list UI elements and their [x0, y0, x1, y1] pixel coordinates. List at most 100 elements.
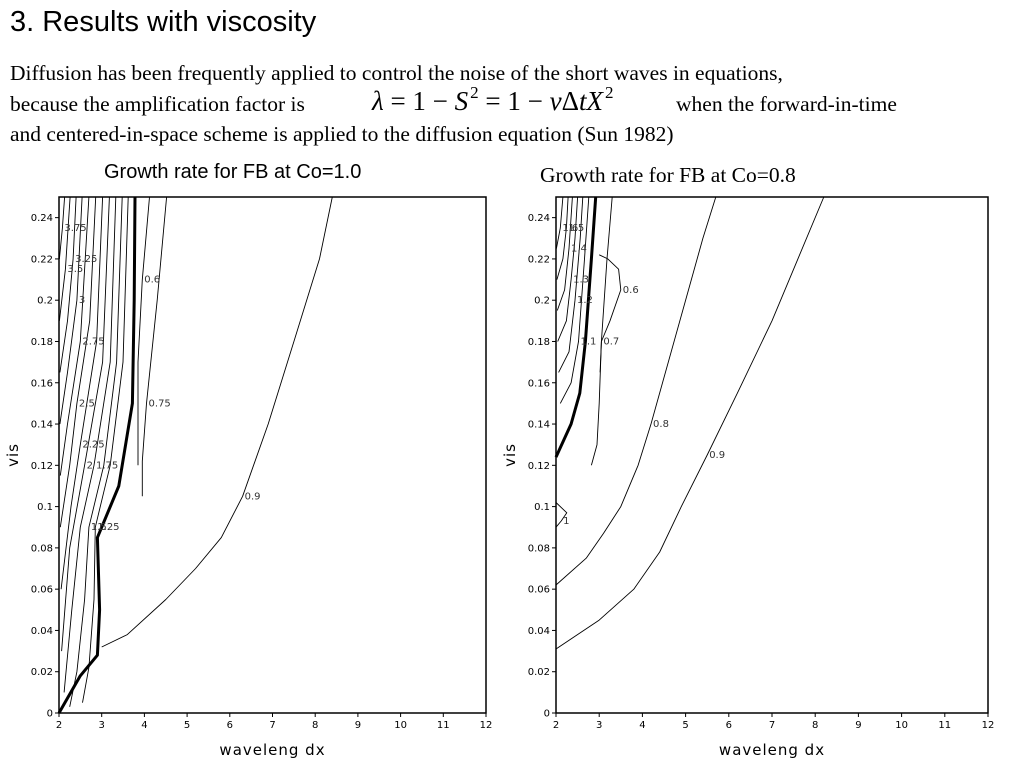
y-tick-label: 0.14 — [31, 420, 53, 431]
paragraph-line-2-post: when the forward-in-time — [676, 92, 897, 116]
y-tick-label: 0.16 — [528, 378, 550, 389]
contour-line-3.5 — [58, 196, 71, 321]
contour-line-3.25 — [59, 196, 77, 373]
contour-label: 1.75 — [96, 460, 118, 471]
x-tick-label: 2 — [553, 720, 559, 731]
y-tick-label: 0.04 — [31, 626, 53, 637]
x-axis-label: waveleng dx — [719, 741, 825, 759]
x-tick-label: 2 — [56, 720, 62, 731]
contour-line-1.75 — [63, 196, 117, 693]
y-tick-label: 0.08 — [528, 543, 550, 554]
y-tick-label: 0.22 — [31, 254, 53, 265]
contour-line-2.75 — [59, 196, 90, 476]
x-tick-label: 10 — [394, 720, 407, 731]
contour-line-0.9 — [101, 196, 333, 648]
contour-label: 2.75 — [82, 336, 104, 347]
y-tick-label: 0.24 — [528, 213, 550, 224]
contour-line-1.5 — [556, 196, 569, 280]
y-tick-label: 0.06 — [528, 585, 550, 596]
contour-label: 3.75 — [64, 223, 86, 234]
y-tick-label: 0.16 — [31, 378, 53, 389]
x-tick-label: 9 — [855, 720, 861, 731]
contour-line-0.75 — [141, 196, 168, 497]
contour-line-0.9 — [555, 196, 825, 650]
y-axis-label: vis — [501, 443, 519, 467]
contour-label: 0.6 — [144, 275, 160, 286]
y-axis-label: vis — [4, 443, 22, 467]
x-tick-label: 12 — [982, 720, 995, 731]
x-tick-label: 7 — [269, 720, 275, 731]
formula-delta: Δ — [561, 86, 579, 116]
contour-label: 1.6 — [562, 223, 578, 234]
x-tick-label: 3 — [596, 720, 602, 731]
y-tick-label: 0.14 — [528, 420, 550, 431]
contour-line-1.25 — [82, 196, 129, 703]
contour-line-1.2 — [558, 196, 584, 373]
x-tick-label: 5 — [682, 720, 688, 731]
y-tick-label: 0.2 — [534, 296, 550, 307]
y-tick-label: 0.1 — [37, 502, 53, 513]
x-tick-label: 4 — [141, 720, 147, 731]
contour-line-0.6 — [599, 254, 622, 373]
x-tick-label: 6 — [726, 720, 732, 731]
contour-label: 0.9 — [709, 450, 725, 461]
paragraph-line-3: and centered-in-space scheme is applied … — [10, 122, 674, 146]
contour-line-2.5 — [59, 196, 97, 528]
x-tick-label: 3 — [99, 720, 105, 731]
contour-line-bold — [57, 196, 137, 714]
x-tick-label: 6 — [227, 720, 233, 731]
formula-square-2: 2 — [605, 83, 614, 102]
y-tick-label: 0 — [544, 709, 550, 720]
chart-title-right: Growth rate for FB at Co=0.8 — [540, 163, 796, 187]
y-tick-label: 0.18 — [31, 337, 53, 348]
y-tick-label: 0.02 — [528, 667, 550, 678]
x-tick-label: 4 — [639, 720, 645, 731]
contour-line-1 — [555, 502, 568, 528]
contour-line-1.1 — [559, 196, 590, 404]
contour-label: 1.1 — [580, 336, 596, 347]
contour-line-1.4 — [556, 196, 573, 311]
paragraph-line-1: Diffusion has been frequently applied to… — [10, 61, 783, 85]
x-axis-label: waveleng dx — [219, 741, 325, 759]
contour-line-0.7 — [590, 196, 613, 466]
contour-line-2.25 — [60, 196, 104, 590]
contour-label: 0.9 — [245, 491, 261, 502]
contour-label: 0.6 — [623, 285, 639, 296]
plot-frame — [555, 196, 989, 714]
y-tick-label: 0.12 — [31, 461, 53, 472]
contour-label: 0.75 — [149, 398, 171, 409]
chart-title-left: Growth rate for FB at Co=1.0 — [104, 161, 362, 183]
y-tick-label: 0.12 — [528, 461, 550, 472]
formula-nu: ν — [549, 86, 562, 116]
contour-label: 3.5 — [67, 264, 83, 275]
contour-label: 0.8 — [653, 419, 669, 430]
y-tick-label: 0.06 — [31, 585, 53, 596]
contour-line-2 — [61, 196, 110, 652]
contour-label: 1.25 — [97, 522, 119, 533]
x-tick-label: 9 — [355, 720, 361, 731]
formula-square-1: 2 — [470, 83, 479, 102]
y-tick-label: 0.08 — [31, 543, 53, 554]
y-tick-label: 0.2 — [37, 296, 53, 307]
contour-chart-0: 0.90.750.61.251.51.7522.252.52.7533.253.… — [4, 196, 492, 759]
y-tick-label: 0.24 — [31, 213, 53, 224]
y-tick-label: 0.02 — [31, 667, 53, 678]
contour-label: 2.5 — [79, 398, 95, 409]
contour-label: 1.2 — [577, 295, 593, 306]
x-tick-label: 8 — [812, 720, 818, 731]
contour-label: 0.7 — [603, 336, 619, 347]
x-tick-label: 8 — [312, 720, 318, 731]
contour-line-3.75 — [58, 196, 66, 259]
contour-label: 1.5 — [568, 223, 584, 234]
y-tick-label: 0.18 — [528, 337, 550, 348]
contour-label: 3.25 — [75, 254, 97, 265]
contour-line-1.5 — [69, 196, 123, 707]
y-tick-label: 0.22 — [528, 254, 550, 265]
formula-lambda: λ — [372, 86, 384, 116]
contour-label: 2.25 — [82, 440, 104, 451]
contour-chart-1: 0.9 0.8 0.7 0.6 1 1.1 1.2 1.3 1.4 1.51.6 2 3 4 5 6 7 8 9 1… — [501, 196, 995, 759]
paragraph-line-2-pre: because the amplification factor is — [10, 92, 305, 116]
formula-s: S — [454, 86, 469, 116]
